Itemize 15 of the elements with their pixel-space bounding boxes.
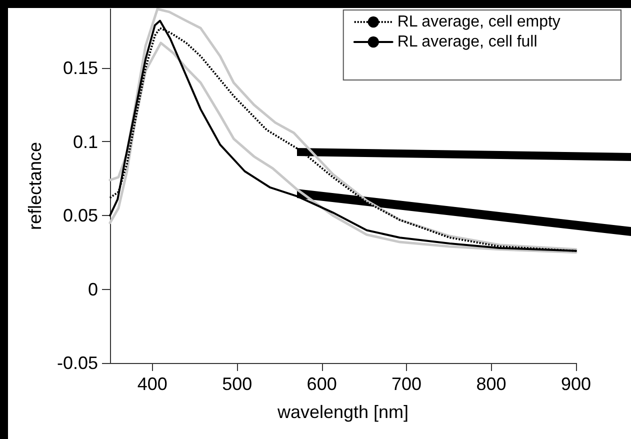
x-tick-label: 500 xyxy=(222,374,252,394)
y-tick-label: 0.15 xyxy=(62,58,98,78)
x-tick-label: 700 xyxy=(392,374,422,394)
x-tick-label: 900 xyxy=(560,374,592,394)
legend-label: RL average, cell empty xyxy=(397,14,560,30)
y-tick-label: 0.1 xyxy=(72,132,98,152)
x-tick-label: 400 xyxy=(137,374,168,394)
y-tick-label: 0 xyxy=(88,279,98,300)
y-tick-label: -0.05 xyxy=(56,353,98,373)
legend-label: RL average, cell full xyxy=(397,34,538,50)
x-tick-label: 800 xyxy=(476,374,506,394)
x-axis-title: wavelength [nm] xyxy=(276,402,409,422)
y-tick-label: 0.05 xyxy=(62,206,98,226)
y-axis-title: reflectance xyxy=(25,142,45,230)
x-tick-label: 600 xyxy=(306,374,337,394)
